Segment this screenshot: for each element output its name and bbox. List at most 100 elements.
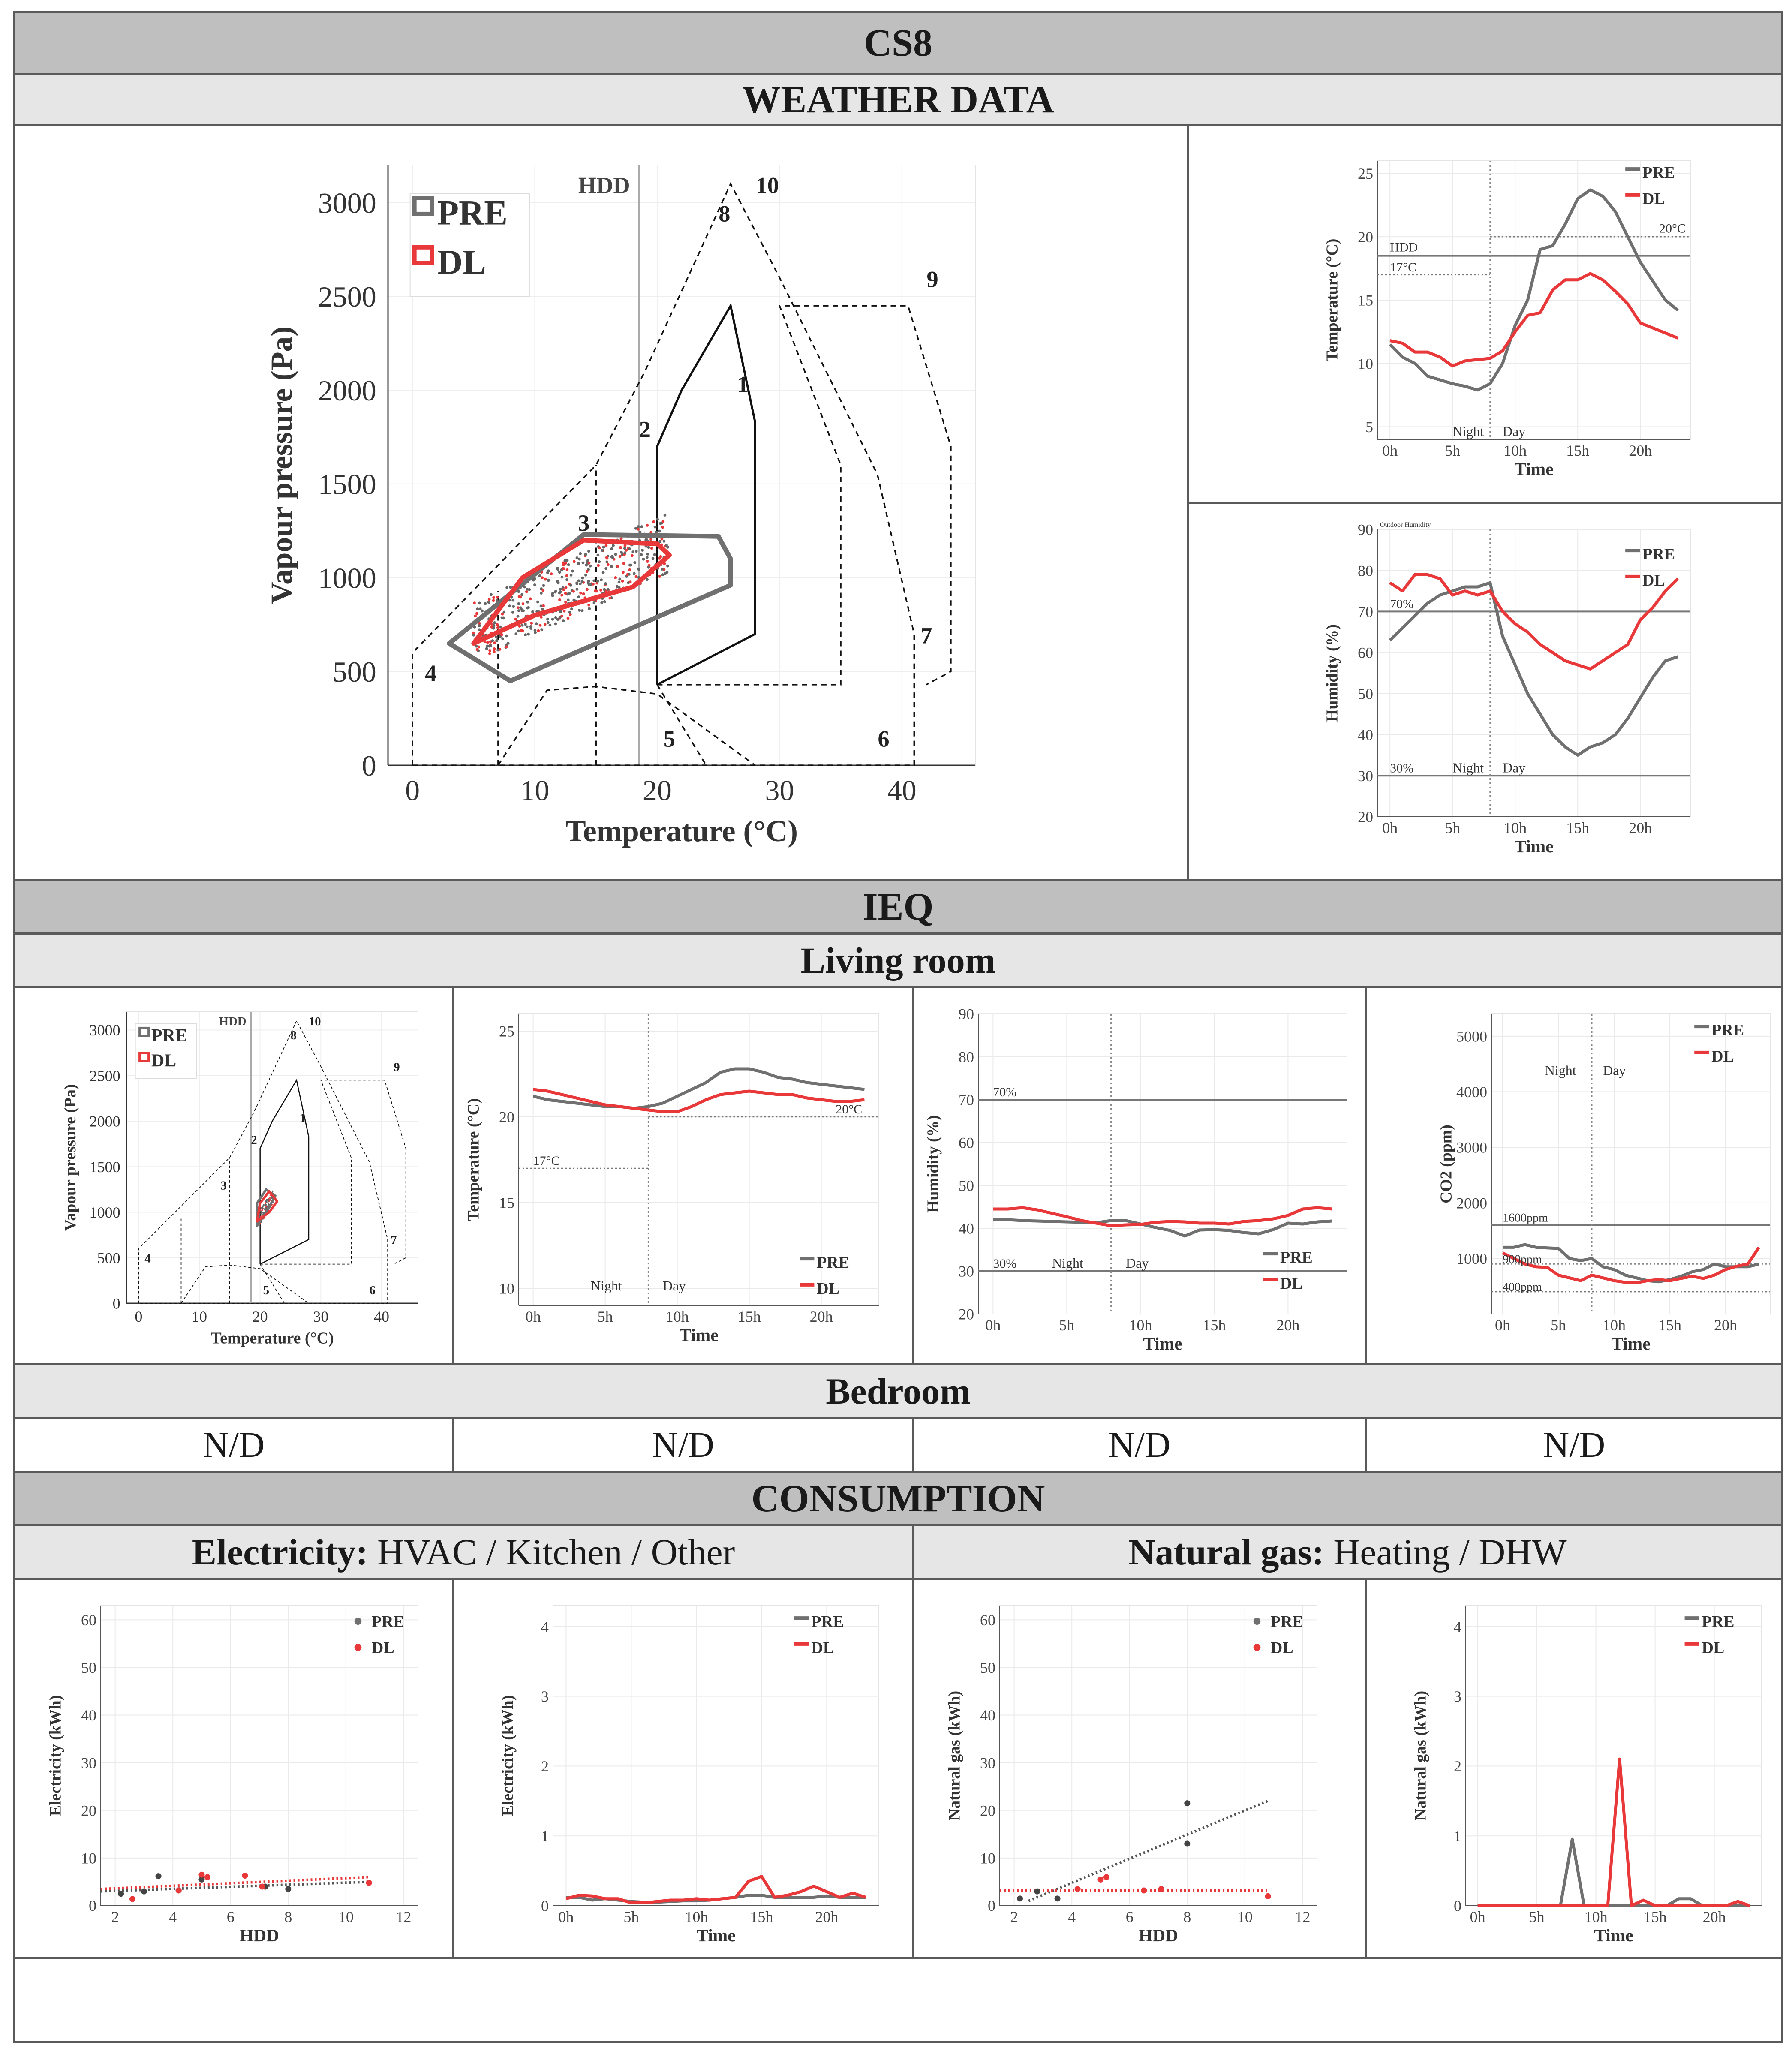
pre-scatter-point — [265, 1204, 267, 1206]
pre-scatter-point — [627, 573, 631, 576]
title-text: CS8 — [863, 21, 933, 64]
y-tick-label: 20 — [499, 1109, 514, 1126]
legend-pre-marker — [138, 1026, 150, 1037]
pre-scatter-point — [520, 593, 523, 596]
x-tick-label: 6 — [1126, 1908, 1134, 1925]
pre-scatter-point — [481, 609, 484, 613]
x-tick-label: 0h — [985, 1317, 1001, 1334]
dl-scatter-point — [538, 623, 542, 627]
legend-dl-label: DL — [817, 1280, 839, 1298]
pre-scatter-point — [658, 529, 661, 533]
pre-scatter-point — [484, 602, 487, 605]
nd-text: N/D — [202, 1425, 265, 1465]
pre-scatter-point — [566, 598, 570, 602]
legend-dl-label: DL — [1642, 190, 1665, 208]
x-tick-label: 4 — [1068, 1908, 1076, 1925]
y-tick-label: 10 — [81, 1850, 96, 1867]
dl-point — [1265, 1893, 1271, 1899]
x-tick-label: 20h — [1703, 1908, 1726, 1925]
comfort-zone-1-outline — [259, 1078, 310, 1265]
dl-envelope — [471, 538, 672, 646]
dl-scatter-point — [560, 593, 564, 597]
ieq-title: IEQ — [863, 885, 934, 928]
pre-scatter-point — [559, 587, 562, 591]
weather-header: WEATHER DATA — [15, 75, 1781, 126]
living-co2-chart: 1000 2000 3000 4000 5000 0h 5h 10h 15h 20h Time CO2… — [1437, 1013, 1771, 1353]
legend-dl-label: DL — [1271, 1639, 1293, 1657]
comfort-zone-outline — [656, 684, 707, 766]
pre-scatter-point — [519, 606, 523, 610]
dl-scatter-point — [562, 561, 565, 565]
zone-label-6: 6 — [878, 726, 889, 752]
series-pre-line — [1389, 581, 1678, 757]
y-tick-label: 0 — [89, 1897, 96, 1914]
y-tick-label: 50 — [980, 1659, 995, 1676]
dl-point — [1141, 1887, 1147, 1894]
x-tick-label: 15h — [1203, 1317, 1226, 1334]
pre-scatter-point — [558, 616, 562, 619]
legend-pre-label: PRE — [817, 1254, 849, 1272]
dl-scatter-point — [631, 554, 634, 557]
bedroom-nd-4: N/D — [1367, 1419, 1781, 1473]
pre-scatter-point — [600, 601, 604, 604]
bedroom-nd-3: N/D — [914, 1419, 1367, 1473]
dl-scatter-point — [562, 609, 566, 613]
x-tick-label: 20h — [810, 1308, 833, 1325]
pre-scatter-point — [587, 550, 590, 553]
pre-scatter-point — [478, 624, 481, 627]
threshold-20-label: 20°C — [836, 1102, 862, 1116]
legend-dl-label: DL — [1642, 571, 1665, 589]
pre-scatter-point — [495, 638, 499, 642]
threshold-900-label: 900ppm — [1503, 1253, 1542, 1266]
x-tick-label: 10h — [1129, 1317, 1152, 1334]
pre-point — [1034, 1888, 1040, 1895]
legend-pre-label: PRE — [1702, 1613, 1735, 1631]
x-tick-label: 15h — [1658, 1317, 1681, 1334]
pre-scatter-point — [641, 549, 644, 552]
pre-envelope — [447, 532, 733, 683]
x-tick-label: 10h — [685, 1908, 708, 1925]
comfort-zone-outline — [180, 1264, 309, 1304]
pre-scatter-point — [262, 1205, 265, 1207]
pre-scatter-point — [524, 633, 527, 637]
pre-scatter-point — [640, 553, 643, 556]
zone-label-8: 8 — [290, 1029, 296, 1042]
zone-label-7: 7 — [920, 623, 932, 649]
pre-scatter-point — [589, 564, 592, 568]
pre-scatter-point — [618, 577, 622, 581]
pre-point — [141, 1888, 147, 1895]
x-axis-label: Time — [1514, 836, 1553, 856]
dl-scatter-point — [488, 652, 491, 655]
zone-label-4: 4 — [425, 660, 436, 686]
pre-scatter-point — [601, 571, 605, 574]
pre-scatter-point — [505, 634, 508, 638]
night-label: Night — [1545, 1063, 1576, 1078]
dl-scatter-point — [493, 650, 496, 653]
y-axis-label: Electricity (kWh) — [499, 1695, 517, 1816]
living-hum-cell: 20 30 40 50 60 70 80 90 0h 5h 10h 15h 20h Time Humidit… — [914, 988, 1367, 1365]
y-tick-label: 4 — [1454, 1618, 1461, 1635]
x-tick-label: 5h — [1529, 1908, 1545, 1925]
plot-area — [100, 1605, 418, 1906]
pre-scatter-point — [271, 1197, 273, 1199]
dl-scatter-point — [621, 580, 624, 583]
threshold-400-label: 400ppm — [1503, 1281, 1542, 1294]
hdd-label: HDD — [219, 1015, 247, 1029]
dl-scatter-point — [646, 560, 649, 563]
dl-scatter-point — [587, 603, 591, 607]
zone-label-8: 8 — [719, 201, 730, 226]
pre-scatter-point — [558, 591, 561, 595]
pre-scatter-point — [633, 561, 637, 564]
legend-dl-marker — [138, 1052, 150, 1062]
legend-pre-marker — [412, 196, 434, 216]
legend-pre-label: PRE — [1280, 1248, 1313, 1266]
pre-scatter-point — [581, 561, 585, 565]
x-tick-label: 40 — [374, 1308, 389, 1325]
electricity-hdd-chart: 10 20 30 40 50 60 2 4 6 8 10 12 HDD Electricity (kWh)… — [46, 1605, 418, 1945]
pre-scatter-point — [603, 600, 606, 603]
y-tick-label: 2500 — [318, 280, 376, 313]
pre-scatter-point — [527, 632, 530, 636]
pre-scatter-point — [565, 578, 568, 581]
zone-label-10: 10 — [309, 1015, 321, 1029]
x-tick-label: 15h — [750, 1908, 773, 1925]
